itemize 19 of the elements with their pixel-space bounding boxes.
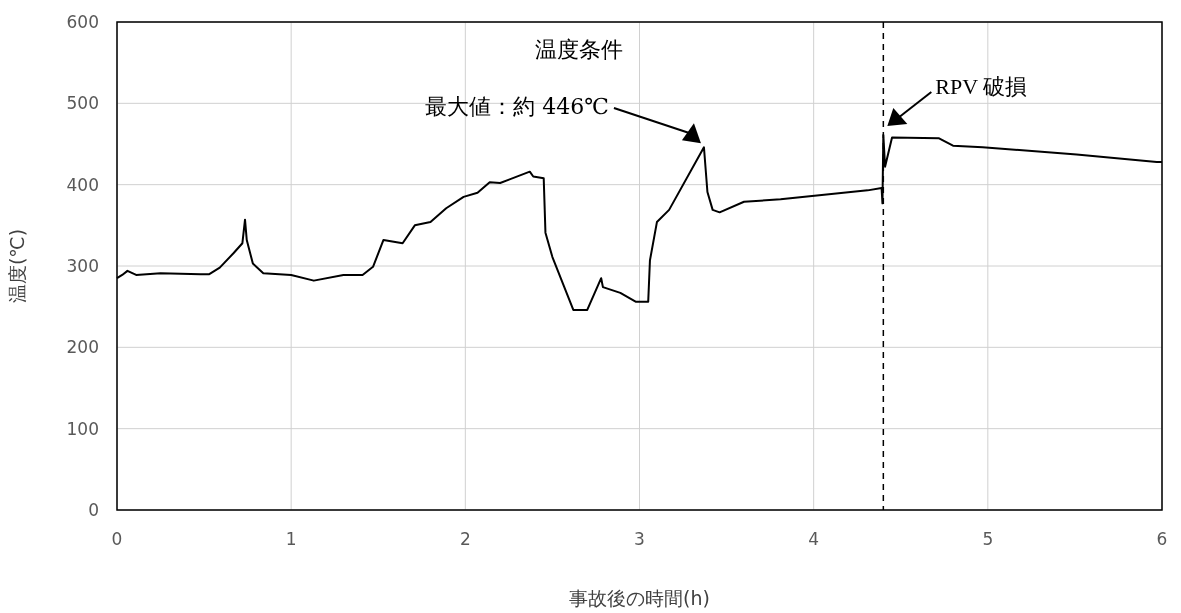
y-tick-label: 600 — [66, 12, 99, 32]
annotation: 最大値：約 446℃ — [425, 94, 609, 119]
x-axis-title: 事故後の時間(h) — [569, 587, 710, 609]
x-tick-label: 2 — [459, 529, 471, 549]
y-axis-title: 温度(℃) — [6, 228, 28, 304]
annotation: 温度条件 — [534, 37, 623, 62]
x-tick-label: 4 — [808, 529, 820, 549]
y-tick-label: 200 — [66, 337, 99, 358]
y-tick-label: 300 — [66, 256, 99, 276]
x-tick-label: 6 — [1156, 529, 1168, 549]
x-tick-label: 0 — [111, 529, 123, 549]
y-tick-label: 100 — [66, 418, 99, 439]
x-tick-label: 3 — [634, 529, 645, 549]
y-tick-label: 400 — [66, 174, 99, 195]
x-tick-label: 5 — [982, 529, 994, 549]
y-tick-label: 0 — [88, 500, 99, 520]
ref-line-label: RPV 破損 — [935, 74, 1028, 99]
x-tick-label: 1 — [285, 529, 297, 549]
y-tick-label: 500 — [66, 93, 99, 114]
